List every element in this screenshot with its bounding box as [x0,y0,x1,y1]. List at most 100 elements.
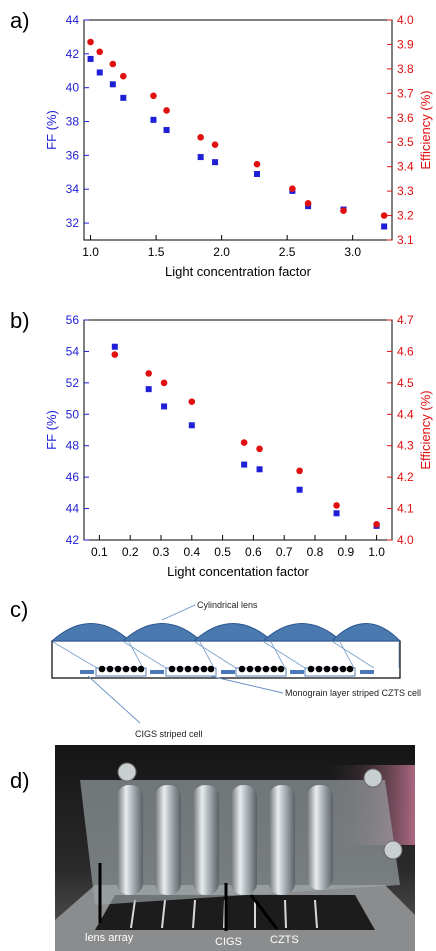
efficiency-point [163,107,170,114]
y-right-axis-label: Efficiency (%) [418,90,433,169]
x-tick-label: 0.4 [183,545,200,559]
photo-label-cigs: CIGS [215,936,242,948]
efficiency-point [296,467,303,475]
x-tick-label: 0.8 [307,545,324,559]
x-tick-label: 0.6 [245,545,262,559]
y-right-tick-label: 3.3 [397,184,414,198]
x-tick-label: 0.7 [276,545,293,559]
panel-label-b: b) [10,308,30,333]
y-left-tick-label: 36 [66,148,80,162]
x-tick-label: 0.9 [337,545,354,559]
ff-point [296,486,303,493]
efficiency-point [150,92,157,100]
ff-point [333,510,340,517]
czts-cell-4 [304,665,356,677]
x-tick-label: 0.5 [214,545,231,559]
efficiency-point [340,207,347,214]
ff-point [111,343,118,350]
x-tick-label: 3.0 [344,245,361,259]
y-right-tick-label: 3.9 [397,37,414,51]
ff-point [381,223,388,230]
x-tick-label: 1.0 [82,245,99,259]
ff-point [254,171,261,177]
efficiency-point [380,212,388,219]
ff-point [150,116,157,123]
y-right-tick-label: 4.5 [397,376,414,390]
efficiency-point [197,134,204,141]
lens-2 [121,623,203,642]
efficiency-point [240,439,248,446]
x-axis-label: Light concentation factor [167,564,309,579]
y-right-tick-label: 4.4 [397,407,414,421]
y-right-tick-label: 3.4 [397,160,414,174]
cigs-stripes [80,670,374,674]
efficiency-point [87,38,94,46]
efficiency-point [304,200,312,207]
y-left-tick-label: 44 [66,13,80,27]
x-tick-label: 0.1 [91,545,108,559]
efficiency-point [120,72,127,80]
y-right-tick-label: 4.1 [397,502,414,516]
y-left-tick-label: 56 [66,313,80,327]
cell-diagram: Cylindrical lens Monograin layer striped… [50,600,421,739]
y-right-tick-label: 4.6 [397,344,414,358]
y-right-tick-label: 3.5 [397,135,414,149]
ff-point [241,461,248,468]
y-left-tick-label: 34 [66,182,80,196]
efficiency-point [253,160,261,168]
label-czts-cell: Monograin layer striped CZTS cell [285,688,421,698]
czts-cell-3 [235,665,287,677]
ff-point [96,69,103,76]
y-left-tick-label: 32 [66,216,80,230]
y-left-tick-label: 44 [66,502,80,516]
y-right-axis-label: Efficiency (%) [418,390,433,469]
x-tick-label: 0.2 [122,545,139,559]
czts-cell-2 [165,665,217,677]
x-tick-label: 1.0 [368,545,385,559]
y-right-tick-label: 3.1 [397,233,414,247]
panel-label-a: a) [10,8,30,33]
y-right-tick-label: 4.0 [397,533,414,547]
screws [117,762,403,860]
y-left-tick-label: 40 [66,81,80,95]
device-photo-drawing: lens array CIGS CZTS [55,745,415,951]
efficiency-point [96,48,104,56]
cylindrical-lenses [50,623,402,642]
efficiency-point [188,398,196,406]
ff-point [120,94,127,101]
x-tick-label: 2.0 [213,245,230,259]
y-left-tick-label: 38 [66,115,80,129]
plot-frame [83,19,393,241]
label-cylindrical-lens: Cylindrical lens [197,600,258,610]
y-right-tick-label: 4.7 [397,313,414,327]
y-right-tick-label: 3.8 [397,62,414,76]
photo-label-lens-array: lens array [85,932,134,944]
y-left-tick-label: 46 [66,470,80,484]
y-left-tick-label: 50 [66,407,80,421]
panel-label-d: d) [10,768,30,793]
y-right-tick-label: 4.0 [397,13,414,27]
lens-1 [50,623,132,642]
efficiency-point [211,141,219,148]
efficiency-point [256,445,263,453]
x-tick-label: 1.5 [148,245,165,259]
efficiency-point [160,379,168,387]
ff-point [197,154,204,161]
ff-point [109,81,116,88]
efficiency-point [373,520,380,528]
x-axis-label: Light concentration factor [165,264,312,279]
x-tick-label: 2.5 [279,245,296,259]
lens-rods [117,785,333,895]
efficiency-point [109,60,117,68]
photo-pointers [98,863,279,931]
ff-point [188,422,195,429]
chart-b: 0.1 0.2 0.3 0.4 0.5 0.6 0.7 0.8 0.9 1.0 42 44 46 48 50… [44,313,433,579]
efficiency-point [145,370,152,377]
label-cigs-cell: CIGS striped cell [135,729,203,739]
y-right-tick-label: 4.2 [397,470,414,484]
y-left-tick-label: 42 [66,533,80,547]
ff-point [145,386,152,393]
y-right-tick-label: 4.3 [397,439,414,453]
ff-point [163,127,170,133]
panel-label-c: c) [10,597,29,622]
